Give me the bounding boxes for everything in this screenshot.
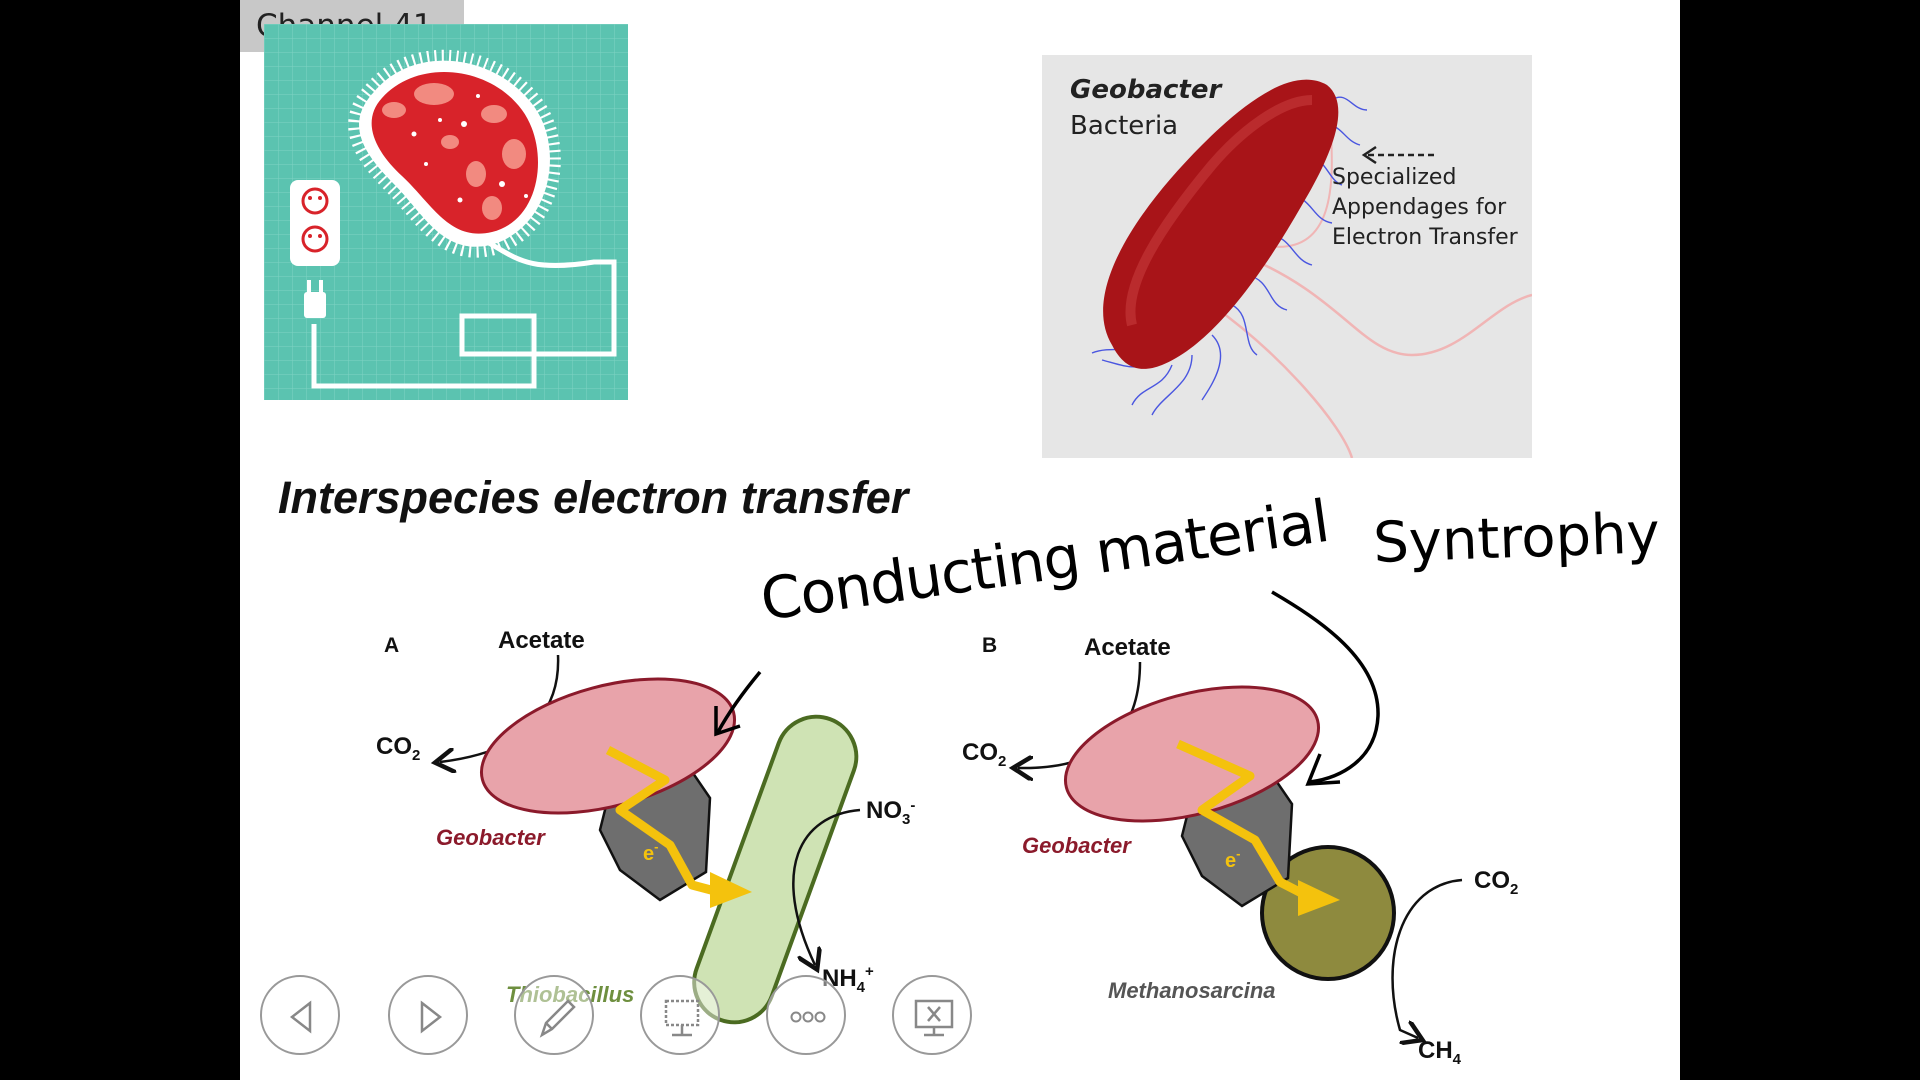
slide: Channel 41 [240, 0, 1680, 1080]
photo-annotation-line3: Electron Transfer [1332, 225, 1518, 250]
more-options-icon [790, 1011, 826, 1023]
slideshow-controls [260, 975, 1000, 1059]
panel-b-acetate-label: Acetate [1084, 634, 1171, 661]
panel-a-electron-label: e- [643, 839, 658, 865]
panel-a-co2-label: CO2 [376, 733, 420, 764]
methanosarcina-cell [1260, 845, 1396, 981]
previous-slide-button[interactable] [260, 975, 340, 1055]
photo-title-italic: Geobacter [1070, 75, 1222, 105]
panel-a-acetate-label: Acetate [498, 627, 585, 654]
panel-a-electron-arrow [605, 746, 732, 900]
panel-a-letter: A [384, 634, 399, 657]
next-slide-button[interactable] [388, 975, 468, 1055]
geobacter-photo: Geobacter Bacteria Specialized Appendage… [1042, 55, 1532, 458]
panel-b-methane-label: CH4 [1418, 1037, 1462, 1068]
photo-annotation-line1: Specialized [1332, 165, 1457, 190]
slide-heading: Interspecies electron transfer [278, 472, 909, 523]
panel-b-co2-left-label: CO2 [962, 739, 1006, 770]
electric-bacterium-illustration [264, 24, 628, 400]
previous-slide-icon [289, 1000, 312, 1034]
panel-b-co2-right-label: CO2 [1474, 867, 1518, 898]
dashed-arrow-icon [1361, 145, 1436, 165]
panel-a: A Acetate CO2 e- Geobacter NO3- NH4+ Thi… [376, 627, 915, 1025]
panel-b-electron-label: e- [1225, 846, 1240, 872]
next-slide-icon [420, 1000, 443, 1034]
photo-title-rest: Bacteria [1070, 111, 1179, 141]
slide-overview-button[interactable] [640, 975, 720, 1055]
panel-b-geobacter-label: Geobacter [1022, 833, 1132, 858]
more-options-button[interactable] [766, 975, 846, 1055]
pen-icon [539, 999, 576, 1038]
panel-a-geobacter-label: Geobacter [436, 825, 546, 850]
thiobacillus-cell [692, 714, 859, 1025]
electron-transfer-diagram: A Acetate CO2 e- Geobacter NO3- NH4+ Thi… [376, 627, 1518, 1068]
panel-b-letter: B [982, 634, 997, 657]
panel-b-methanosarcina-label: Methanosarcina [1108, 978, 1276, 1003]
panel-a-nitrate-label: NO3- [866, 797, 915, 828]
end-show-icon [914, 999, 954, 1037]
pen-button[interactable] [514, 975, 594, 1055]
photo-annotation-line2: Appendages for [1332, 195, 1507, 220]
end-show-button[interactable] [892, 975, 972, 1055]
slide-overview-icon [664, 999, 700, 1037]
panel-b-electron-arrow [1176, 739, 1318, 905]
panel-b: B Acetate CO2 e- Geobacter CO2 CH4 Metha… [962, 634, 1518, 1068]
